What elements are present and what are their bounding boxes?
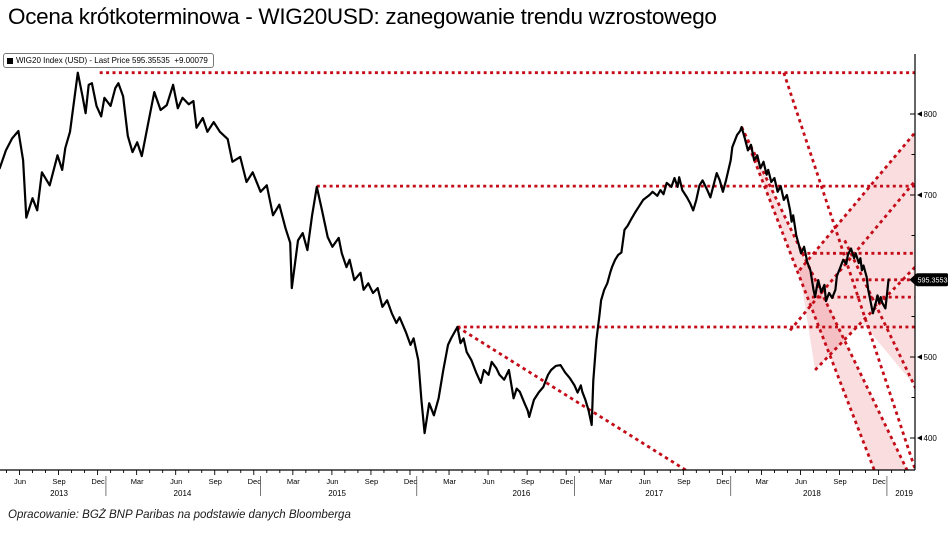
trend-line: [740, 126, 909, 470]
year-label: 2016: [513, 489, 531, 498]
chart-legend: WIG20 Index (USD) - Last Price 595.35535…: [3, 53, 214, 68]
trend-channel-fill: [799, 132, 915, 370]
x-tick-label: Mar: [755, 477, 768, 486]
y-tick-label: 400: [924, 434, 938, 443]
x-tick-label: Sep: [677, 477, 690, 486]
x-tick-label: Sep: [521, 477, 534, 486]
trend-line: [789, 180, 915, 332]
x-tick-label: Jun: [639, 477, 651, 486]
badge-value: 595.35535: [918, 276, 948, 285]
y-tick-label: 700: [924, 191, 938, 200]
price-line: [0, 71, 890, 435]
last-price-badge: 595.35535: [909, 273, 948, 287]
series-swatch-icon: [7, 57, 13, 64]
trend-line: [456, 325, 689, 470]
y-tick-arrow-icon: [917, 435, 922, 441]
x-tick-label: Sep: [52, 477, 65, 486]
x-tick-label: Jun: [170, 477, 182, 486]
badge-box: [916, 273, 948, 287]
badge-arrow-icon: [909, 273, 916, 286]
year-label: 2017: [645, 489, 663, 498]
year-label: 2015: [328, 489, 346, 498]
x-tick-label: Dec: [248, 477, 262, 486]
year-label: 2014: [174, 489, 192, 498]
x-tick-label: Dec: [716, 477, 730, 486]
x-tick-label: Jun: [326, 477, 338, 486]
x-tick-label: Mar: [287, 477, 300, 486]
y-tick-arrow-icon: [917, 192, 922, 198]
trend-line: [740, 126, 876, 470]
x-tick-label: Jun: [14, 477, 26, 486]
x-tick-label: Sep: [209, 477, 222, 486]
x-tick-label: Mar: [599, 477, 612, 486]
x-tick-label: Dec: [560, 477, 574, 486]
x-tick-label: Mar: [443, 477, 456, 486]
x-tick-label: Jun: [795, 477, 807, 486]
y-tick-arrow-icon: [917, 354, 922, 360]
y-tick-label: 500: [924, 353, 938, 362]
x-tick-label: Dec: [404, 477, 418, 486]
trend-line: [798, 131, 915, 272]
y-tick-label: 800: [924, 110, 938, 119]
trend-line: [814, 266, 915, 371]
legend-label: WIG20 Index (USD) - Last Price 595.35535…: [16, 56, 208, 65]
x-tick-label: Sep: [833, 477, 846, 486]
x-tick-label: Mar: [131, 477, 144, 486]
y-tick-arrow-icon: [917, 111, 922, 117]
x-tick-label: Dec: [872, 477, 886, 486]
year-label: 2013: [50, 489, 68, 498]
source-note: Opracowanie: BGŻ BNP Paribas na podstawi…: [8, 509, 351, 521]
year-label: 2019: [895, 489, 913, 498]
plot-area: [0, 71, 915, 470]
trend-line: [782, 72, 915, 470]
x-tick-label: Sep: [365, 477, 378, 486]
x-tick-label: Dec: [91, 477, 105, 486]
x-tick-label: Jun: [483, 477, 495, 486]
year-label: 2018: [803, 489, 821, 498]
page-title: Ocena krótkoterminowa - WIG20USD: zanego…: [8, 4, 717, 29]
